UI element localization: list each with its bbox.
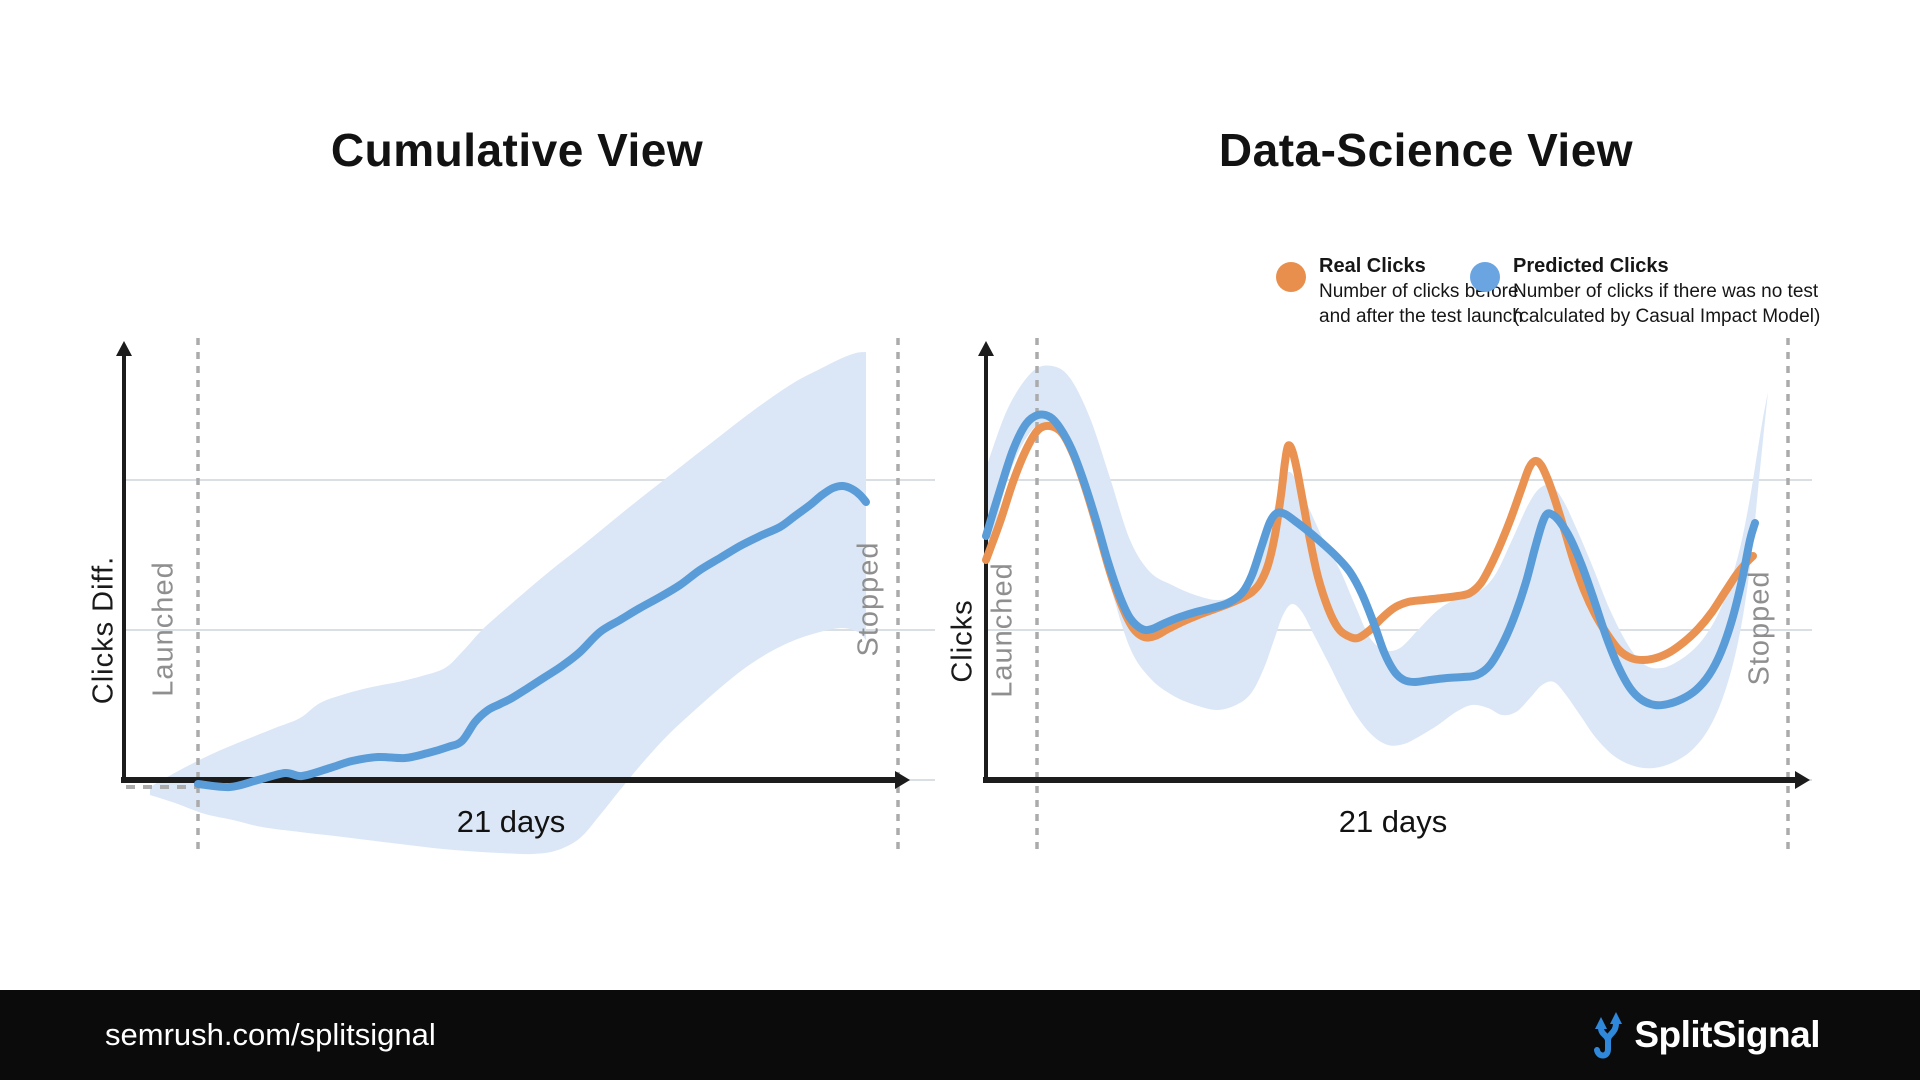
- brand-name: SplitSignal: [1634, 1014, 1820, 1055]
- title-data-science-view: Data-Science View: [1218, 124, 1634, 176]
- predicted-clicks-line: [982, 410, 1759, 710]
- stopped-label-right: Stopped: [1743, 570, 1776, 686]
- clicks-diff-line: [194, 481, 870, 792]
- x-axis-arrow-icon: [1795, 771, 1810, 789]
- launched-label-left: Launched: [147, 561, 180, 697]
- y-axis-arrow-icon: [116, 341, 132, 356]
- x-axis-arrow-icon: [895, 771, 910, 789]
- x-axis-label-left: 21 days: [456, 804, 566, 839]
- title-cumulative-view: Cumulative View: [330, 124, 704, 176]
- legend-label: Predicted Clicks: [1513, 255, 1669, 277]
- y-axis-arrow-icon: [978, 341, 994, 356]
- legend-desc-line: and after the test launch: [1319, 306, 1523, 327]
- legend-label: Real Clicks: [1319, 255, 1426, 277]
- footer-bar: semrush.com/splitsignal SplitSignal: [0, 990, 1920, 1080]
- confidence-band: [150, 352, 866, 855]
- confidence-band: [986, 365, 1768, 769]
- legend-desc-line: Number of clicks before: [1319, 281, 1519, 302]
- legend-desc-line: (calculated by Casual Impact Model): [1513, 306, 1821, 327]
- legend-desc-line: Number of clicks if there was no test: [1513, 281, 1819, 302]
- predicted-clicks-dot-icon: [1470, 262, 1500, 292]
- legend-text-real-clicks: Real Clicks Number of clicks before and …: [1319, 254, 1523, 329]
- launched-label-right: Launched: [986, 562, 1019, 698]
- y-axis-label-clicks-diff: Clicks Diff.: [87, 555, 120, 705]
- legend-item-predicted-clicks: Predicted Clicks Number of clicks if the…: [1470, 254, 1820, 329]
- x-axis-label-right: 21 days: [1338, 804, 1448, 839]
- real-clicks-dot-icon: [1276, 262, 1306, 292]
- y-axis-label-clicks: Clicks: [946, 599, 979, 683]
- legend-text-predicted-clicks: Predicted Clicks Number of clicks if the…: [1513, 254, 1820, 329]
- footer-url: semrush.com/splitsignal: [105, 1017, 436, 1052]
- stopped-label-left: Stopped: [852, 541, 885, 657]
- legend-item-real-clicks: Real Clicks Number of clicks before and …: [1276, 254, 1523, 329]
- brand-logo: SplitSignal: [1590, 990, 1820, 1080]
- split-arrow-icon: [1594, 1012, 1623, 1059]
